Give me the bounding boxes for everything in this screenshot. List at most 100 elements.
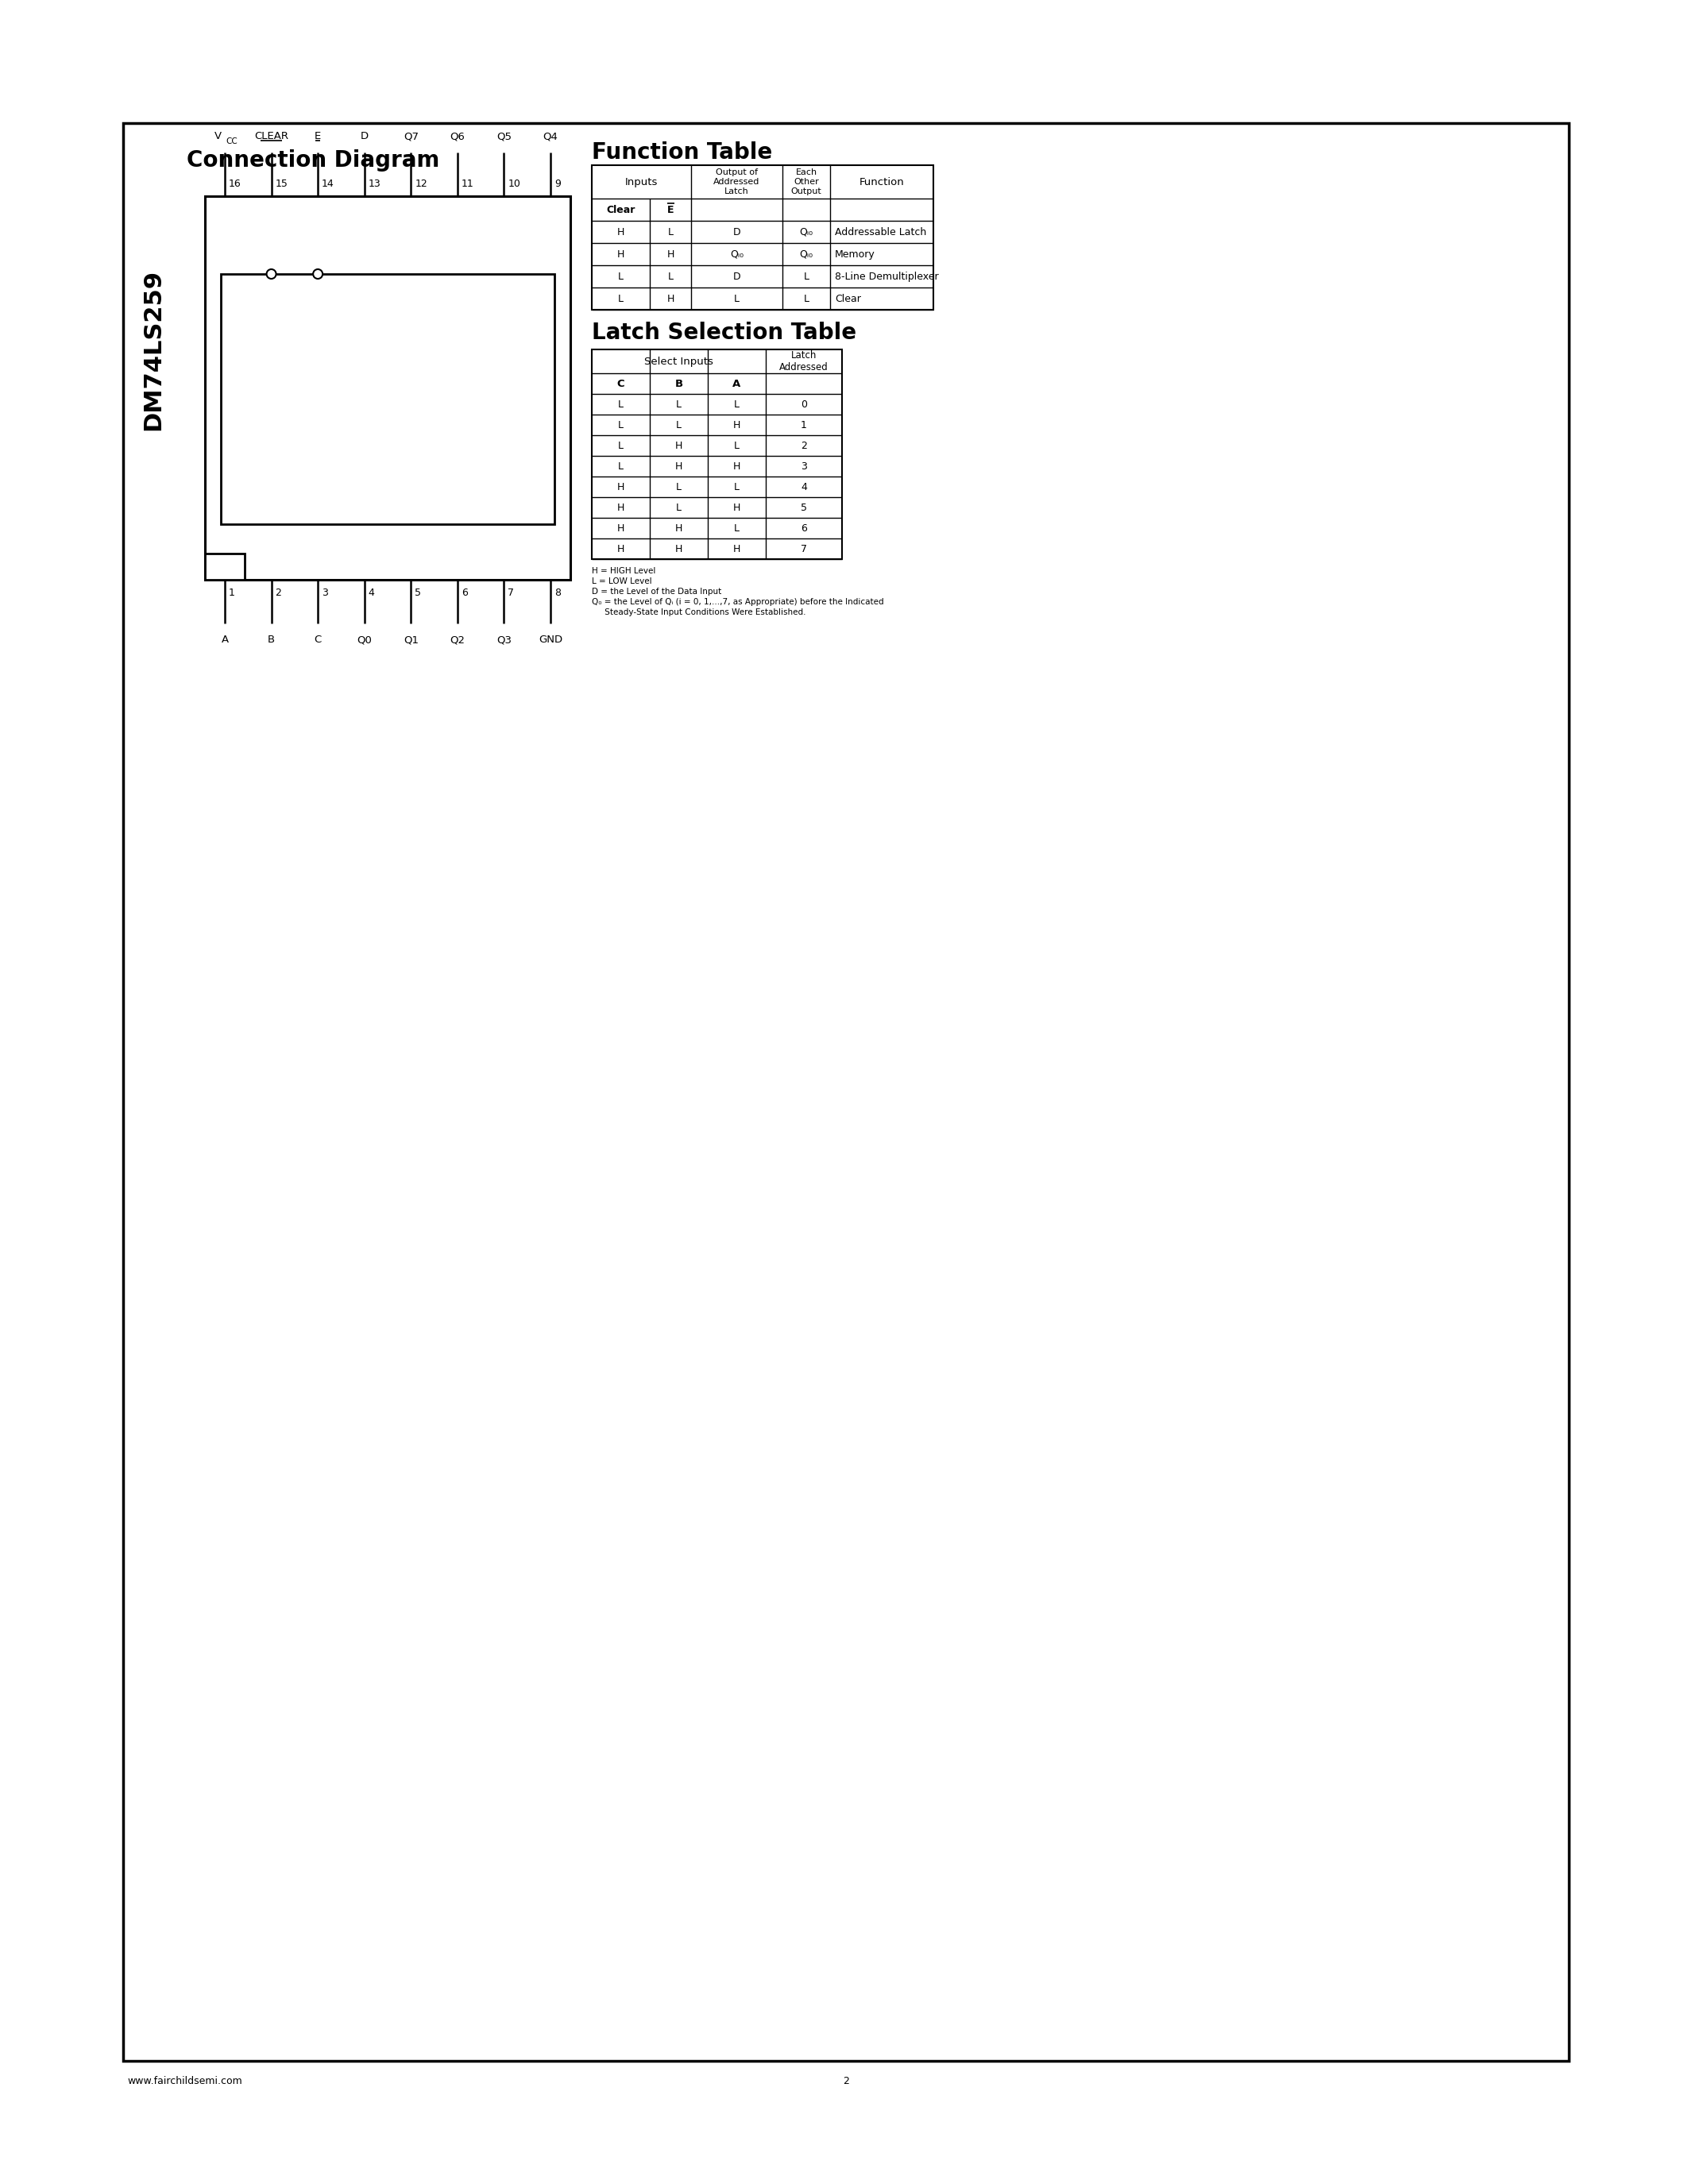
Text: Q2: Q2 [451, 636, 464, 644]
Text: 16: 16 [230, 179, 241, 188]
Text: 6: 6 [800, 522, 807, 533]
Text: L: L [618, 461, 623, 472]
Text: 8-Line Demultiplexer: 8-Line Demultiplexer [836, 271, 939, 282]
Text: E: E [314, 131, 321, 142]
Text: GND: GND [538, 636, 562, 644]
Text: 4: 4 [800, 483, 807, 491]
Text: 14: 14 [322, 179, 334, 188]
Text: Q1: Q1 [403, 636, 419, 644]
Text: 5: 5 [415, 587, 422, 598]
Text: H: H [675, 461, 682, 472]
Text: DM74LS259: DM74LS259 [142, 269, 165, 430]
Text: A: A [221, 636, 228, 644]
Bar [221, 273, 554, 524]
Bar [123, 122, 1568, 2062]
Text: Qᵢ₀: Qᵢ₀ [800, 249, 814, 260]
Text: 6: 6 [461, 587, 468, 598]
Text: Q7: Q7 [403, 131, 419, 142]
Text: H: H [667, 293, 674, 304]
Text: D: D [733, 271, 741, 282]
Circle shape [267, 269, 277, 280]
Text: H: H [618, 544, 625, 555]
Text: H: H [618, 502, 625, 513]
Text: H: H [618, 249, 625, 260]
Text: C: C [314, 636, 321, 644]
Text: 12: 12 [415, 179, 427, 188]
Text: L: L [668, 271, 674, 282]
Text: Function Table: Function Table [592, 142, 773, 164]
Text: 2: 2 [842, 2075, 849, 2086]
Text: Steady-State Input Conditions Were Established.: Steady-State Input Conditions Were Estab… [592, 609, 805, 616]
Text: Memory: Memory [836, 249, 874, 260]
Text: H: H [733, 502, 741, 513]
Text: CLEAR: CLEAR [255, 131, 289, 142]
Text: Q6: Q6 [451, 131, 464, 142]
Text: L: L [618, 293, 623, 304]
Text: Q₀ = the Level of Qᵢ (i = 0, 1,...,7, as Appropriate) before the Indicated: Q₀ = the Level of Qᵢ (i = 0, 1,...,7, as… [592, 598, 885, 605]
Text: L: L [618, 419, 623, 430]
Text: 11: 11 [461, 179, 474, 188]
Text: Q5: Q5 [496, 131, 511, 142]
Text: 4: 4 [368, 587, 375, 598]
Text: H: H [667, 249, 674, 260]
Text: L: L [734, 293, 739, 304]
Text: H: H [618, 483, 625, 491]
Text: H: H [618, 522, 625, 533]
Text: L: L [803, 271, 809, 282]
Text: C: C [618, 378, 625, 389]
Circle shape [312, 269, 322, 280]
Text: L: L [668, 227, 674, 238]
Text: B: B [675, 378, 682, 389]
Text: 2: 2 [275, 587, 282, 598]
Text: L: L [734, 483, 739, 491]
Text: Clear: Clear [606, 205, 635, 214]
Text: 9: 9 [554, 179, 560, 188]
Text: L: L [734, 522, 739, 533]
Text: D: D [360, 131, 368, 142]
Text: H: H [675, 441, 682, 450]
Text: 1: 1 [800, 419, 807, 430]
Text: L: L [675, 483, 682, 491]
Text: 0: 0 [800, 400, 807, 408]
Text: D: D [733, 227, 741, 238]
Text: 8: 8 [554, 587, 560, 598]
Text: H: H [733, 419, 741, 430]
Text: H: H [733, 544, 741, 555]
Text: Latch
Addressed: Latch Addressed [780, 349, 829, 373]
Text: 2: 2 [800, 441, 807, 450]
Text: Connection Diagram: Connection Diagram [187, 149, 439, 173]
Bar [592, 166, 933, 310]
Text: L: L [803, 293, 809, 304]
Text: H: H [675, 522, 682, 533]
Text: Clear: Clear [836, 293, 861, 304]
Text: 13: 13 [368, 179, 381, 188]
Text: 3: 3 [322, 587, 327, 598]
Text: 3: 3 [800, 461, 807, 472]
Bar [204, 553, 245, 579]
Text: 10: 10 [508, 179, 520, 188]
Text: Addressable Latch: Addressable Latch [836, 227, 927, 238]
Text: A: A [733, 378, 741, 389]
Text: H: H [675, 544, 682, 555]
Text: Q3: Q3 [496, 636, 511, 644]
Text: H: H [733, 461, 741, 472]
Text: L = LOW Level: L = LOW Level [592, 577, 652, 585]
Text: L: L [618, 441, 623, 450]
Text: 15: 15 [275, 179, 289, 188]
Text: H = HIGH Level: H = HIGH Level [592, 568, 655, 574]
Text: L: L [675, 400, 682, 408]
Text: 1: 1 [230, 587, 235, 598]
Text: Q4: Q4 [544, 131, 559, 142]
Text: Latch Selection Table: Latch Selection Table [592, 321, 856, 343]
Text: L: L [675, 502, 682, 513]
Text: Each
Other
Output: Each Other Output [792, 168, 822, 194]
Text: L: L [734, 400, 739, 408]
Bar [204, 197, 571, 579]
Text: 7: 7 [508, 587, 515, 598]
Text: L: L [675, 419, 682, 430]
Text: Function: Function [859, 177, 905, 188]
Text: B: B [268, 636, 275, 644]
Text: L: L [734, 441, 739, 450]
Text: Qᵢ₀: Qᵢ₀ [800, 227, 814, 238]
Text: Output of
Addressed
Latch: Output of Addressed Latch [714, 168, 760, 194]
